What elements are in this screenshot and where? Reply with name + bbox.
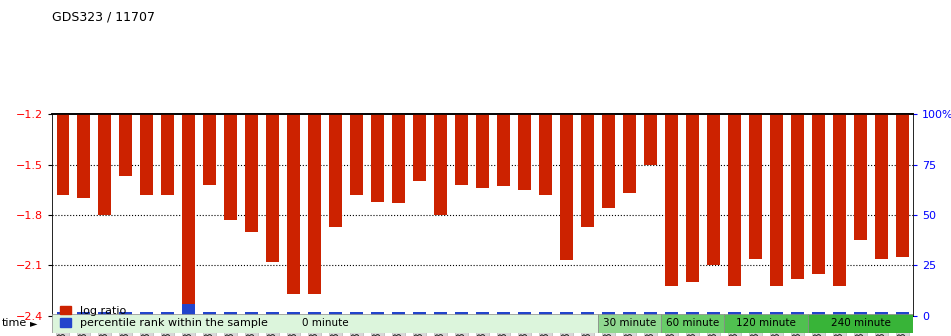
Bar — [77, 114, 90, 198]
Bar — [120, 114, 132, 176]
Bar — [372, 312, 384, 316]
Bar — [791, 114, 804, 279]
Bar — [581, 114, 593, 227]
Bar — [749, 114, 762, 259]
Bar — [518, 312, 531, 316]
Bar — [414, 114, 426, 181]
Text: ►: ► — [30, 318, 38, 328]
Bar — [833, 312, 845, 316]
Bar — [770, 312, 783, 316]
Bar — [854, 312, 866, 316]
Bar — [644, 114, 657, 165]
Bar — [56, 114, 69, 195]
Bar — [791, 312, 804, 316]
Bar — [456, 312, 468, 316]
Bar — [724, 314, 808, 333]
Bar — [393, 114, 405, 203]
Text: 240 minute: 240 minute — [830, 319, 890, 328]
Bar — [99, 312, 111, 316]
Bar — [266, 114, 279, 262]
Bar — [896, 312, 909, 316]
Bar — [644, 312, 657, 316]
Bar — [833, 114, 845, 286]
Bar — [687, 114, 699, 282]
Bar — [329, 114, 342, 227]
Bar — [56, 312, 69, 316]
Bar — [581, 312, 593, 316]
Bar — [456, 114, 468, 185]
Bar — [623, 114, 636, 193]
Text: 120 minute: 120 minute — [736, 319, 796, 328]
Bar — [141, 114, 153, 195]
Bar — [99, 114, 111, 215]
Bar — [435, 114, 447, 215]
Bar — [414, 312, 426, 316]
Bar — [224, 312, 237, 316]
Bar — [162, 312, 174, 316]
Bar — [77, 312, 90, 316]
Bar — [560, 312, 573, 316]
Bar — [162, 114, 174, 195]
Bar — [372, 114, 384, 202]
Bar — [875, 114, 888, 259]
Bar — [204, 114, 216, 185]
Bar — [350, 114, 363, 195]
Text: 30 minute: 30 minute — [603, 319, 656, 328]
Bar — [393, 312, 405, 316]
Bar — [598, 314, 661, 333]
Bar — [687, 312, 699, 316]
Bar — [770, 114, 783, 286]
Bar — [539, 114, 552, 195]
Bar — [350, 312, 363, 316]
Bar — [329, 312, 342, 316]
Bar — [204, 312, 216, 316]
Bar — [623, 312, 636, 316]
Bar — [666, 114, 678, 286]
Bar — [183, 114, 195, 307]
Bar — [308, 114, 321, 294]
Bar — [476, 312, 489, 316]
Bar — [287, 312, 300, 316]
Bar — [120, 312, 132, 316]
Text: 0 minute: 0 minute — [301, 319, 348, 328]
Bar — [497, 114, 510, 186]
Bar — [52, 314, 598, 333]
Bar — [435, 312, 447, 316]
Bar — [708, 312, 720, 316]
Bar — [539, 312, 552, 316]
Bar — [497, 312, 510, 316]
Bar — [560, 114, 573, 260]
Bar — [602, 312, 615, 316]
Bar — [728, 114, 741, 286]
Bar — [808, 314, 913, 333]
Legend: log ratio, percentile rank within the sample: log ratio, percentile rank within the sa… — [58, 303, 270, 330]
Bar — [287, 114, 300, 294]
Bar — [666, 312, 678, 316]
Bar — [245, 114, 258, 232]
Bar — [812, 312, 825, 316]
Text: time: time — [2, 318, 28, 328]
Bar — [224, 114, 237, 220]
Bar — [245, 312, 258, 316]
Bar — [661, 314, 724, 333]
Bar — [183, 304, 195, 316]
Bar — [308, 312, 321, 316]
Bar — [812, 114, 825, 274]
Bar — [141, 312, 153, 316]
Bar — [518, 114, 531, 190]
Bar — [266, 312, 279, 316]
Text: GDS323 / 11707: GDS323 / 11707 — [52, 10, 155, 23]
Bar — [602, 114, 615, 208]
Bar — [854, 114, 866, 240]
Bar — [476, 114, 489, 188]
Bar — [708, 114, 720, 265]
Bar — [728, 312, 741, 316]
Bar — [875, 312, 888, 316]
Bar — [896, 114, 909, 257]
Text: 60 minute: 60 minute — [666, 319, 719, 328]
Bar — [749, 312, 762, 316]
